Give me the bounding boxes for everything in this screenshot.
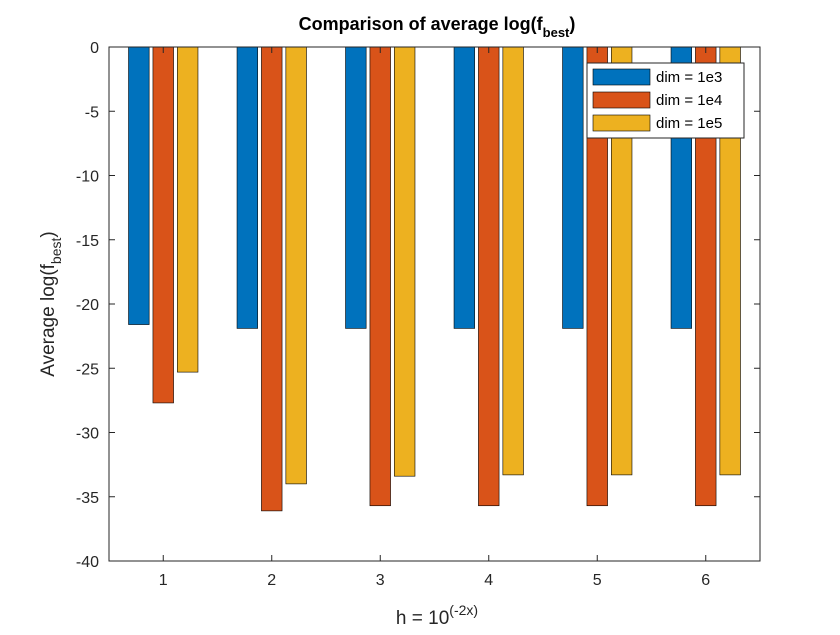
x-tick-label: 3 [376, 572, 385, 589]
y-tick-label: -35 [76, 490, 99, 507]
y-tick-label: -15 [76, 233, 99, 250]
legend: dim = 1e3 dim = 1e4 dim = 1e5 [586, 62, 745, 139]
bar-series-3-category-3 [394, 46, 416, 477]
legend-items: dim = 1e3 dim = 1e4 dim = 1e5 [592, 68, 722, 132]
x-tick-label: 5 [593, 572, 602, 589]
title-prefix: Comparison of average log(f [299, 14, 544, 34]
bar-series-3-category-1 [177, 46, 199, 373]
bar-series-1-category-4 [453, 46, 475, 329]
legend-swatch-series-3 [592, 114, 651, 132]
y-axis-label: Average log(fbest) [38, 231, 64, 376]
ylabel-suffix: ) [38, 231, 59, 237]
y-tick-label: -25 [76, 361, 99, 378]
y-tick-label: -5 [85, 104, 99, 121]
y-tick-label: -40 [76, 554, 99, 571]
y-tick-label: 0 [90, 40, 99, 57]
y-tick-label: -30 [76, 426, 99, 443]
legend-label-series-1: dim = 1e3 [656, 69, 722, 86]
legend-label-series-2: dim = 1e4 [656, 92, 722, 109]
axes-box [108, 46, 761, 562]
bar-series-2-category-4 [478, 46, 500, 507]
bar-series-2-category-1 [152, 46, 174, 404]
bars-layer [128, 46, 741, 512]
bar-series-2-category-3 [369, 46, 391, 507]
xlabel-prefix: h = 10 [396, 608, 449, 629]
bar-series-1-category-3 [345, 46, 367, 329]
x-axis-label: h = 10(-2x) [396, 602, 478, 629]
y-tick-label: -10 [76, 169, 99, 186]
y-tick-label: -20 [76, 297, 99, 314]
ylabel-prefix: Average log(f [38, 263, 59, 376]
ylabel-subscript: best [48, 237, 64, 264]
legend-label-series-3: dim = 1e5 [656, 115, 722, 132]
bar-series-1-category-2 [236, 46, 258, 329]
bar-series-3-category-4 [502, 46, 524, 476]
x-tick-label: 1 [159, 572, 168, 589]
title-suffix: ) [569, 14, 575, 34]
legend-swatch-series-2 [592, 91, 651, 109]
x-tick-label: 4 [484, 572, 493, 589]
title-subscript: best [543, 25, 570, 40]
bar-series-1-category-1 [128, 46, 150, 325]
xlabel-superscript: (-2x) [449, 602, 478, 618]
legend-swatch-series-1 [592, 68, 651, 86]
chart-title: Comparison of average log(fbest) [299, 14, 576, 40]
bar-series-2-category-2 [261, 46, 283, 512]
bar-series-3-category-2 [285, 46, 307, 485]
x-tick-label: 6 [701, 572, 710, 589]
x-tick-label: 2 [267, 572, 276, 589]
ticks-layer: 0 -5 -10 -15 -20 -25 -30 -35 -40 1 2 3 4 5 6 [76, 40, 760, 589]
bar-series-1-category-5 [562, 46, 584, 329]
